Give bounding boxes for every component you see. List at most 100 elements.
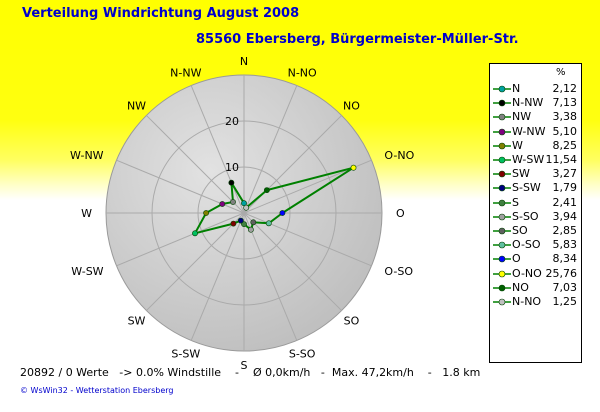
legend-label: NW: [512, 110, 532, 124]
legend-marker: [493, 142, 511, 150]
legend-marker: [493, 227, 511, 235]
legend-item-s-so: S-SO 3,94: [490, 210, 583, 224]
grid-spoke: [243, 212, 372, 267]
direction-label-nw: NW: [127, 100, 146, 113]
data-point-o-so: [265, 220, 272, 227]
legend-label: O-NO: [512, 266, 542, 280]
legend-marker: [493, 85, 511, 93]
direction-label-n: N: [240, 55, 248, 68]
legend-item-n: N 2,12: [490, 82, 583, 96]
grid-spoke: [243, 212, 342, 311]
legend-marker: [493, 156, 511, 164]
footer-credit: © WsWin32 - Wetterstation Ebersberg: [20, 386, 174, 395]
legend-marker: [493, 185, 511, 192]
legend-item-w: W 8,25: [490, 139, 583, 153]
legend-marker: [493, 213, 511, 221]
grid-spoke: [190, 85, 245, 214]
legend-value: 2,12: [552, 82, 578, 95]
legend-marker: [493, 170, 511, 178]
data-point-n: [241, 200, 247, 207]
legend-value: 11,54: [545, 153, 578, 166]
direction-label-s-so: S-SO: [289, 347, 316, 360]
legend-value: 5,83: [552, 238, 578, 252]
grid-spoke: [116, 212, 245, 267]
legend-unit: %: [556, 67, 566, 78]
legend-value: 25,76: [545, 266, 578, 280]
legend-item-so: SO 2,85: [490, 224, 583, 238]
chart-subtitle: 85560 Ebersberg, Bürgermeister-Müller-St…: [196, 32, 519, 47]
direction-label-o-so: O-SO: [384, 265, 413, 278]
legend-label: S: [512, 195, 519, 209]
direction-label-n-nw: N-NW: [170, 67, 201, 80]
data-point-s: [241, 221, 247, 227]
legend-label: SW: [512, 167, 530, 181]
legend-value: 3,38: [552, 110, 578, 124]
chart-title: Verteilung Windrichtung August 2008: [22, 6, 300, 21]
legend-item-n-no: N-NO 1,25: [490, 295, 583, 309]
legend-marker: [493, 256, 511, 263]
legend-value: 5,10: [552, 124, 578, 138]
data-point-o-no: [350, 164, 357, 171]
ring-tick-labels: 10 20: [225, 115, 239, 174]
legend-label: SO: [512, 224, 528, 237]
legend-marker: [493, 270, 511, 277]
legend-label: W-NW: [512, 124, 546, 138]
legend-marker: [493, 128, 511, 135]
direction-label-w-sw: W-SW: [71, 265, 103, 278]
legend-marker: [493, 114, 511, 121]
legend-item-sw: SW 3,27: [490, 167, 583, 181]
direction-label-s-sw: S-SW: [171, 347, 200, 360]
legend-item-nw: NW 3,38: [490, 110, 583, 124]
grid-spoke: [243, 212, 298, 341]
data-point-s-so: [247, 226, 254, 233]
direction-label-n-no: N-NO: [288, 67, 317, 80]
wind-series: [192, 164, 357, 237]
legend-label: NO: [512, 280, 529, 294]
data-point-w: [203, 210, 209, 216]
legend-marker: [493, 284, 511, 292]
legend-item-o: O 8,34: [490, 252, 583, 266]
legend-item-w-sw: W-SW 11,54: [490, 153, 583, 167]
legend-label: S-SW: [512, 181, 541, 195]
legend-value: 2,41: [552, 195, 578, 209]
ring-tick-label: 10: [225, 161, 239, 174]
data-point-n-no: [243, 204, 250, 211]
direction-label-o-no: O-NO: [384, 149, 414, 162]
legend-label: S-SO: [512, 209, 539, 223]
data-point-so: [250, 219, 257, 226]
grid-spoke: [146, 212, 245, 311]
legend-value: 7,03: [552, 280, 578, 294]
legend-value: 7,13: [552, 96, 578, 110]
direction-label-o: O: [396, 207, 405, 220]
ring-tick-label: 20: [225, 115, 239, 128]
legend-value: 8,25: [552, 138, 578, 152]
legend-item-w-nw: W-NW 5,10: [490, 125, 583, 139]
data-point-sw: [230, 220, 237, 227]
legend-marker: [493, 298, 511, 306]
legend-value: 8,34: [552, 252, 578, 266]
legend-value: 2,85: [552, 224, 578, 237]
legend-value: 3,94: [552, 209, 578, 223]
legend-item-s: S 2,41: [490, 196, 583, 210]
direction-label-so: SO: [344, 314, 360, 327]
data-point-o: [279, 210, 286, 216]
data-point-nw: [230, 199, 236, 205]
data-point-n-nw: [228, 179, 235, 186]
data-point-w-sw: [192, 230, 198, 237]
data-point-no: [263, 187, 270, 193]
data-point-w-nw: [219, 201, 226, 207]
direction-label-sw: SW: [128, 314, 146, 327]
grid-spoke: [243, 85, 298, 214]
legend-item-s-sw: S-SW 1,79: [490, 181, 583, 195]
legend-label: O: [512, 252, 521, 266]
legend-item-no: NO 7,03: [490, 281, 583, 295]
legend-item-o-so: O-SO 5,83: [490, 238, 583, 252]
grid-spoke: [190, 212, 245, 341]
grid-spoke: [146, 115, 245, 214]
legend-item-n-nw: N-NW 7,13: [490, 96, 583, 110]
legend-value: 1,25: [552, 295, 578, 308]
data-point-s-sw: [237, 217, 244, 224]
direction-label-w-nw: W-NW: [70, 149, 104, 162]
polar-grid: [106, 75, 382, 351]
